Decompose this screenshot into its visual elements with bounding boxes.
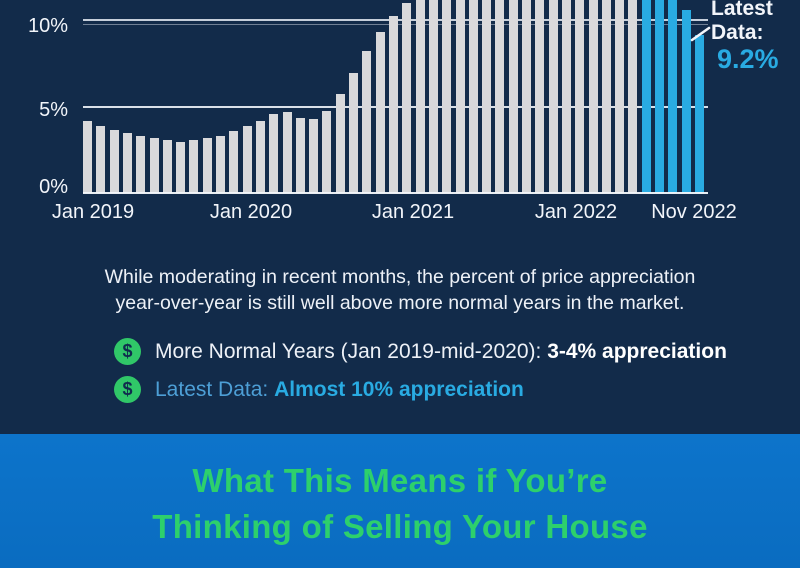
- callout-line-icon: [690, 26, 711, 42]
- bar-Aug-2019: [176, 141, 186, 193]
- summary-section: While moderating in recent months, the p…: [0, 232, 800, 434]
- bar-May-2020: [295, 117, 305, 193]
- bar-Jun-2021: [468, 0, 478, 193]
- bar-Jul-2020: [322, 110, 332, 193]
- bar-Jul-2019: [162, 139, 172, 193]
- bar-Apr-2020: [282, 112, 292, 193]
- latest-data-annotation: Latest Data:: [711, 0, 773, 45]
- bar-Feb-2019: [96, 126, 106, 193]
- bar-Dec-2021: [548, 0, 558, 193]
- bar-Sep-2021: [508, 0, 518, 193]
- bar-Mar-2020: [269, 114, 279, 193]
- banner-heading-line2: Thinking of Selling Your House: [152, 508, 648, 545]
- bar-Jan-2019: [83, 121, 92, 193]
- dollar-circle-icon: $: [114, 338, 141, 365]
- x-tick-Jan-2019: Jan 2019: [51, 201, 135, 223]
- bar-Feb-2021: [415, 0, 425, 193]
- bar-Apr-2019: [122, 133, 132, 193]
- bar-Jul-2021: [482, 0, 492, 193]
- bars-container: [83, 0, 704, 193]
- bar-Jan-2020: [242, 126, 252, 193]
- bar-Apr-2022: [601, 0, 611, 193]
- bar-May-2022: [615, 0, 625, 193]
- bar-Aug-2020: [335, 93, 345, 193]
- bar-Oct-2022: [681, 9, 691, 193]
- x-tick-Jan-2022: Jan 2022: [534, 201, 618, 223]
- bar-Dec-2019: [229, 131, 239, 193]
- bar-Jan-2021: [402, 2, 412, 193]
- bar-Apr-2021: [442, 0, 452, 193]
- y-tick-10-percent: 10%: [27, 15, 68, 37]
- bar-Oct-2019: [202, 138, 212, 193]
- bar-Jan-2022: [561, 0, 571, 193]
- bullet-text-2: Latest Data: Almost 10% appreciation: [155, 377, 524, 401]
- latest-data-line1: Latest: [711, 0, 773, 20]
- dollar-circle-icon: $: [114, 376, 141, 403]
- bar-Aug-2022: [655, 0, 665, 193]
- bullet-text-1: More Normal Years (Jan 2019-mid-2020): 3…: [155, 339, 727, 363]
- bottom-banner: What This Means if You’re Thinking of Se…: [0, 434, 800, 568]
- summary-line1: While moderating in recent months, the p…: [104, 266, 696, 288]
- bar-Dec-2020: [389, 16, 398, 193]
- bar-Jun-2022: [628, 0, 638, 193]
- y-tick-5-percent: 5%: [39, 99, 68, 121]
- bar-Nov-2020: [375, 31, 385, 193]
- bullet-list: $ More Normal Years (Jan 2019-mid-2020): …: [114, 338, 727, 414]
- bar-Nov-2019: [216, 136, 226, 193]
- y-tick-0-percent: 0%: [39, 176, 68, 198]
- bar-Oct-2021: [522, 0, 532, 193]
- bar-Sep-2019: [189, 139, 199, 193]
- bar-Nov-2021: [535, 0, 545, 193]
- x-tick-Jan-2020: Jan 2020: [209, 201, 293, 223]
- bar-May-2021: [455, 0, 465, 193]
- bar-Jul-2022: [641, 0, 651, 193]
- bar-May-2019: [136, 136, 146, 193]
- bar-Feb-2020: [255, 121, 265, 193]
- x-tick-Nov-2022: Nov 2022: [651, 201, 737, 223]
- summary-paragraph: While moderating in recent months, the p…: [0, 264, 800, 316]
- x-axis-line: [83, 192, 708, 194]
- bullet-row-2: $ Latest Data: Almost 10% appreciation: [114, 376, 727, 403]
- bar-Mar-2019: [109, 129, 119, 193]
- banner-heading-line1: What This Means if You’re: [192, 462, 608, 499]
- latest-data-line2: Data:: [711, 21, 764, 44]
- bullet-row-1: $ More Normal Years (Jan 2019-mid-2020): …: [114, 338, 727, 365]
- price-appreciation-chart: 0% 5% 10% Jan 2019 Jan 2020 Jan 2021 Jan 2022…: [0, 0, 800, 232]
- bar-Sep-2022: [668, 0, 678, 193]
- bar-Mar-2022: [588, 0, 598, 193]
- bar-Aug-2021: [495, 0, 505, 193]
- bar-Nov-2022: [695, 35, 704, 193]
- bar-Feb-2022: [575, 0, 585, 193]
- banner-heading: What This Means if You’re Thinking of Se…: [0, 434, 800, 550]
- x-tick-Jan-2021: Jan 2021: [371, 201, 455, 223]
- summary-line2: year-over-year is still well above more …: [115, 292, 685, 314]
- latest-data-value: 9.2%: [717, 44, 779, 74]
- bar-Jun-2020: [309, 119, 319, 193]
- bar-Mar-2021: [428, 0, 438, 193]
- bar-Jun-2019: [149, 138, 159, 193]
- bar-Sep-2020: [349, 73, 359, 193]
- bar-Oct-2020: [362, 50, 372, 193]
